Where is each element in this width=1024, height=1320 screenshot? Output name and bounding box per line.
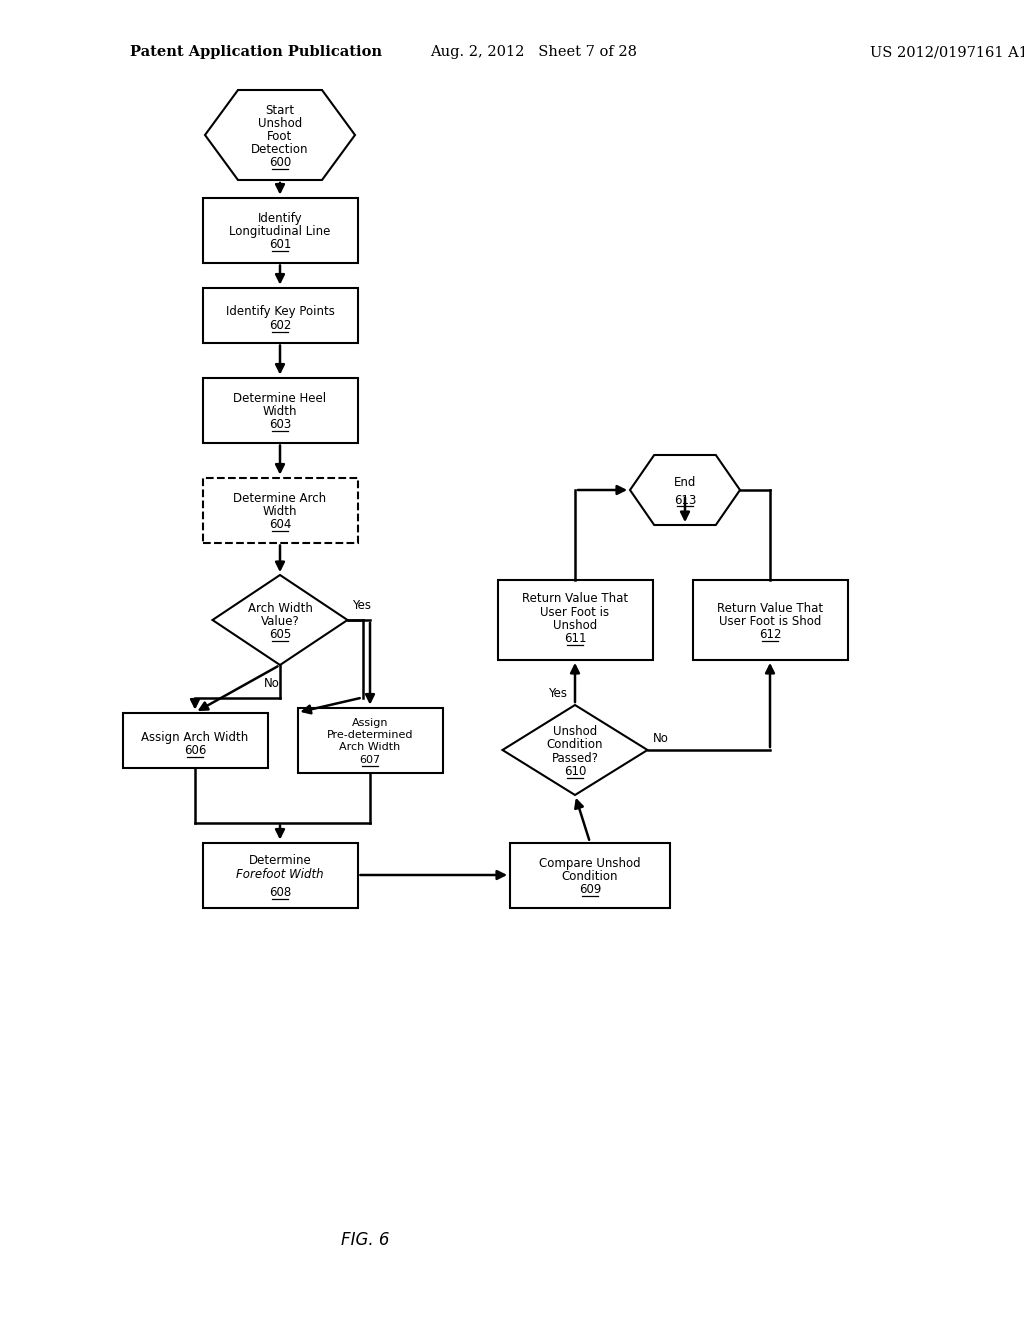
Text: 605: 605 bbox=[269, 628, 291, 642]
Text: Condition: Condition bbox=[562, 870, 618, 883]
Text: Unshod: Unshod bbox=[553, 619, 597, 632]
Text: No: No bbox=[652, 733, 669, 744]
Text: 608: 608 bbox=[269, 887, 291, 899]
Text: Condition: Condition bbox=[547, 738, 603, 751]
Text: Width: Width bbox=[263, 405, 297, 418]
Text: 609: 609 bbox=[579, 883, 601, 896]
Text: Determine Arch: Determine Arch bbox=[233, 492, 327, 506]
Text: Detection: Detection bbox=[251, 144, 309, 156]
Text: Yes: Yes bbox=[548, 686, 567, 700]
Text: Arch Width: Arch Width bbox=[339, 742, 400, 752]
Text: Start: Start bbox=[265, 104, 295, 116]
Bar bbox=[203, 198, 357, 263]
Text: Value?: Value? bbox=[261, 615, 299, 628]
Text: Unshod: Unshod bbox=[553, 725, 597, 738]
Text: 603: 603 bbox=[269, 418, 291, 432]
Bar bbox=[203, 842, 357, 908]
Text: 613: 613 bbox=[674, 494, 696, 507]
Text: Width: Width bbox=[263, 506, 297, 517]
Bar bbox=[123, 713, 267, 767]
Text: 604: 604 bbox=[269, 519, 291, 531]
Text: Foot: Foot bbox=[267, 131, 293, 143]
Text: Aug. 2, 2012   Sheet 7 of 28: Aug. 2, 2012 Sheet 7 of 28 bbox=[430, 45, 637, 59]
Text: 612: 612 bbox=[759, 628, 781, 642]
Text: Yes: Yes bbox=[352, 599, 372, 612]
Text: Arch Width: Arch Width bbox=[248, 602, 312, 615]
Text: Return Value That: Return Value That bbox=[522, 593, 628, 606]
Text: Unshod: Unshod bbox=[258, 117, 302, 129]
Text: Assign: Assign bbox=[352, 718, 388, 727]
Bar bbox=[203, 288, 357, 342]
Text: Patent Application Publication: Patent Application Publication bbox=[130, 45, 382, 59]
Text: Passed?: Passed? bbox=[552, 751, 598, 764]
Text: Identify Key Points: Identify Key Points bbox=[225, 305, 335, 318]
Bar bbox=[298, 708, 442, 772]
Text: No: No bbox=[264, 677, 280, 690]
Text: Pre-determined: Pre-determined bbox=[327, 730, 414, 741]
Text: End: End bbox=[674, 475, 696, 488]
Bar bbox=[498, 579, 652, 660]
Bar bbox=[692, 579, 848, 660]
Bar bbox=[203, 378, 357, 442]
Text: 606: 606 bbox=[184, 743, 206, 756]
Text: Determine: Determine bbox=[249, 854, 311, 866]
Text: US 2012/0197161 A1: US 2012/0197161 A1 bbox=[870, 45, 1024, 59]
Bar bbox=[203, 478, 357, 543]
Text: 611: 611 bbox=[564, 632, 587, 645]
Text: Determine Heel: Determine Heel bbox=[233, 392, 327, 405]
Text: 600: 600 bbox=[269, 157, 291, 169]
Text: 610: 610 bbox=[564, 764, 586, 777]
Text: Identify: Identify bbox=[258, 213, 302, 224]
Text: 607: 607 bbox=[359, 755, 381, 764]
Bar bbox=[510, 842, 670, 908]
Text: Forefoot Width: Forefoot Width bbox=[237, 869, 324, 882]
Text: FIG. 6: FIG. 6 bbox=[341, 1232, 389, 1249]
Text: User Foot is: User Foot is bbox=[541, 606, 609, 619]
Text: Compare Unshod: Compare Unshod bbox=[540, 857, 641, 870]
Text: Assign Arch Width: Assign Arch Width bbox=[141, 730, 249, 743]
Text: User Foot is Shod: User Foot is Shod bbox=[719, 615, 821, 628]
Text: 602: 602 bbox=[269, 318, 291, 331]
Text: 601: 601 bbox=[269, 239, 291, 251]
Text: Return Value That: Return Value That bbox=[717, 602, 823, 615]
Text: Longitudinal Line: Longitudinal Line bbox=[229, 226, 331, 238]
